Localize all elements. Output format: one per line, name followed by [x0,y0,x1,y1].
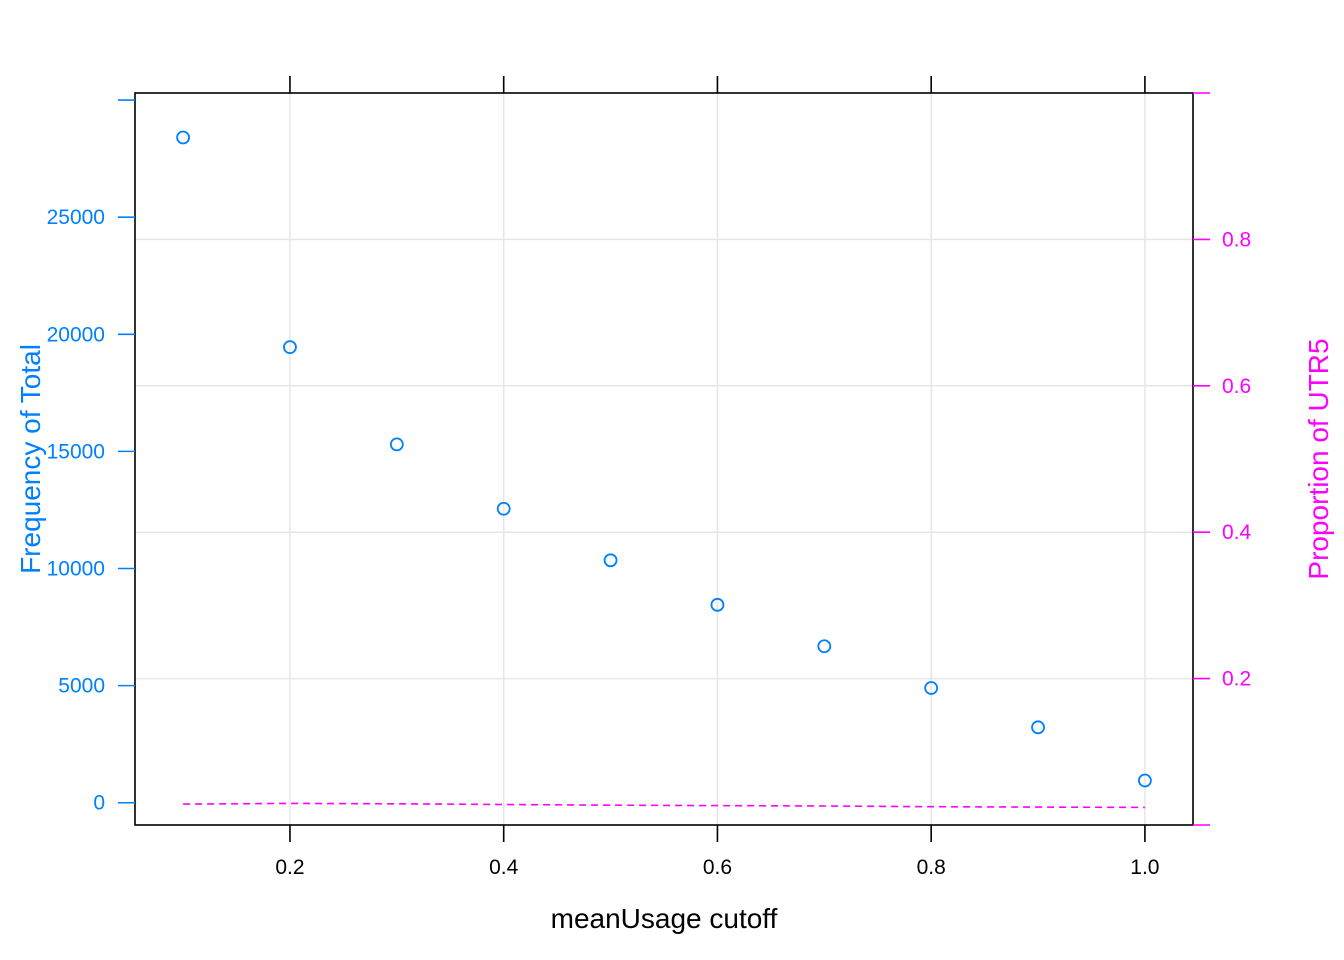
data-point-9 [1138,773,1152,788]
grid-layer [135,93,1193,825]
y-left-axis: 0 5000 10000 15000 20000 25000 [47,99,135,815]
data-point-1 [283,340,297,355]
data-point-6 [817,639,832,654]
y-left-tick-label-2: 10000 [47,558,105,581]
y-left-tick-label-3: 15000 [47,440,105,463]
data-point-7 [924,681,939,695]
data-point-3 [496,501,511,516]
y-right-axis: 0.2 0.4 0.6 0.8 [1193,92,1252,826]
x-tick-label-4: 1.0 [1130,856,1159,879]
y-left-tick-label-5: 25000 [47,206,105,229]
data-point-2 [389,437,404,452]
y-left-tick-label-4: 20000 [47,323,105,346]
y-left-axis-title: Frequency of Total [15,344,46,574]
series-line-1 [183,802,1145,809]
y-right-tick-label-0: 0.2 [1222,668,1251,691]
y-left-tick-label-1: 5000 [58,675,105,698]
x-axis: 0.2 0.4 0.6 0.8 1.0 [275,76,1160,879]
y-right-tick-label-3: 0.8 [1222,228,1251,251]
x-axis-title: meanUsage cutoff [551,903,778,934]
data-point-5 [710,597,725,612]
data-point-0 [176,130,190,145]
x-tick-label-3: 0.8 [917,856,946,879]
data-point-8 [1031,720,1045,735]
y-right-axis-title: Proportion of UTR5 [1303,338,1334,579]
series-points-layer [176,130,1152,788]
x-tick-label-0: 0.2 [275,856,304,879]
y-right-tick-label-1: 0.4 [1222,521,1252,544]
series-line-layer [183,802,1145,809]
x-tick-label-1: 0.4 [489,856,519,879]
x-tick-label-2: 0.6 [703,856,732,879]
y-right-tick-label-2: 0.6 [1222,375,1251,398]
plot-frame [134,92,1194,826]
y-left-tick-label-0: 0 [93,792,105,815]
data-point-4 [603,553,618,568]
